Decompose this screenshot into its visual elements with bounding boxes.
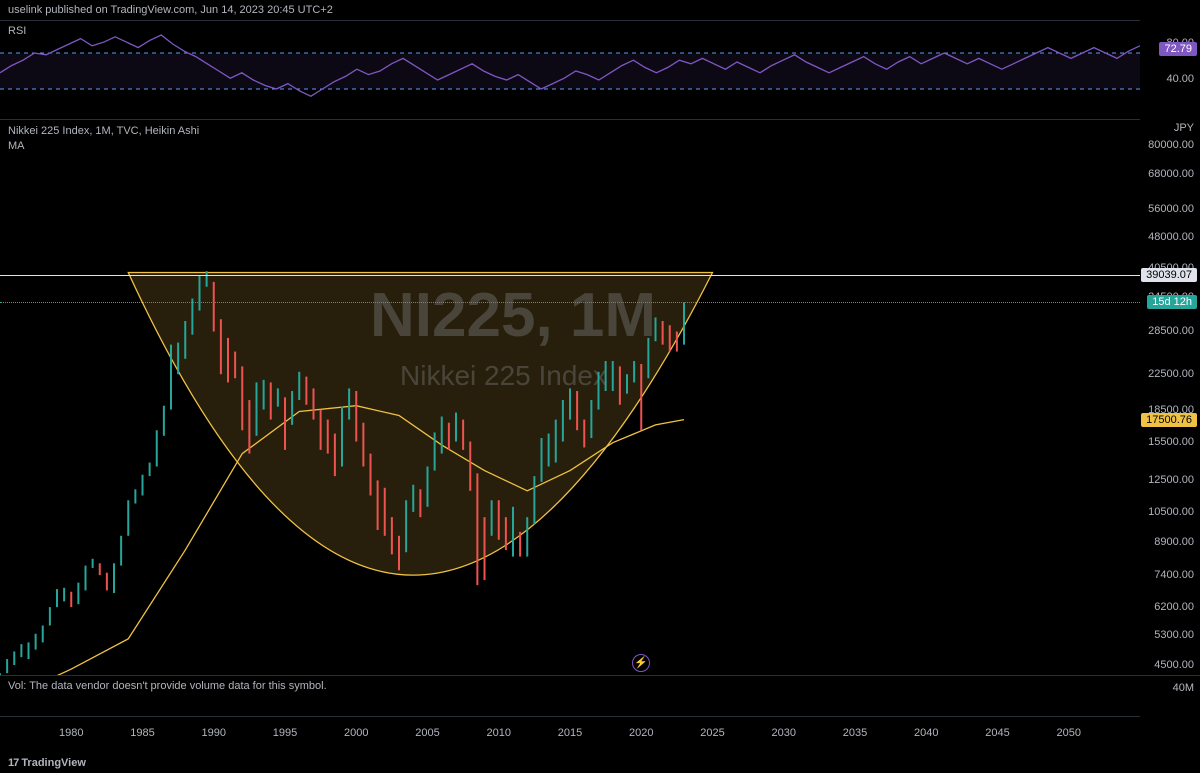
volume-message: Vol: The data vendor doesn't provide vol… — [8, 680, 327, 692]
price-axis: JPY 80000.0068000.0056000.0048000.004050… — [1140, 120, 1200, 675]
tv-logo-icon: 17 — [8, 757, 18, 769]
time-tick: 2005 — [415, 727, 439, 739]
price-tick: 15500.00 — [1148, 436, 1194, 448]
horizontal-level-line[interactable] — [0, 275, 1140, 276]
time-tick: 2030 — [772, 727, 796, 739]
rsi-pane[interactable]: RSI — [0, 20, 1140, 120]
publication-line: uselink published on TradingView.com, Ju… — [0, 0, 1200, 20]
time-tick: 1980 — [59, 727, 83, 739]
time-tick: 2020 — [629, 727, 653, 739]
time-tick: 2015 — [558, 727, 582, 739]
rsi-tick: 40.00 — [1166, 73, 1194, 85]
time-tick: 1995 — [273, 727, 297, 739]
time-tick: 2050 — [1057, 727, 1081, 739]
time-tick: 2040 — [914, 727, 938, 739]
last-price-line — [0, 302, 1140, 303]
price-tick: 56000.00 — [1148, 203, 1194, 215]
volume-tick: 40M — [1173, 682, 1194, 694]
volume-axis: 40M — [1140, 675, 1200, 717]
price-tick: 28500.00 — [1148, 325, 1194, 337]
volume-pane: Vol: The data vendor doesn't provide vol… — [0, 675, 1140, 717]
rsi-chart — [0, 21, 1140, 121]
price-tick: 5300.00 — [1154, 629, 1194, 641]
price-tick: 48000.00 — [1148, 231, 1194, 243]
time-tick: 2035 — [843, 727, 867, 739]
time-tick: 2010 — [487, 727, 511, 739]
time-tick: 2025 — [700, 727, 724, 739]
level-badge: 39039.07 — [1141, 268, 1197, 282]
time-tick: 1990 — [202, 727, 226, 739]
time-axis: 1980 1985 1990 1995 2000 2005 2010 2015 2020 2025… — [0, 717, 1200, 751]
currency-label: JPY — [1174, 122, 1194, 134]
price-tick: 4500.00 — [1154, 659, 1194, 671]
price-tick: 68000.00 — [1148, 168, 1194, 180]
lightning-icon[interactable]: ⚡ — [632, 654, 650, 672]
price-tick: 12500.00 — [1148, 474, 1194, 486]
time-tick: 2000 — [344, 727, 368, 739]
time-tick: 2045 — [985, 727, 1009, 739]
price-tick: 8900.00 — [1154, 536, 1194, 548]
ma-badge: 17500.76 — [1141, 413, 1197, 427]
price-tick: 80000.00 — [1148, 139, 1194, 151]
rsi-axis: 80.00 72.79 40.00 — [1140, 20, 1200, 120]
price-chart — [0, 120, 1140, 675]
time-tick: 1985 — [130, 727, 154, 739]
brand-text: TradingView — [21, 757, 86, 769]
price-pane[interactable]: Nikkei 225 Index, 1M, TVC, Heikin Ashi M… — [0, 120, 1140, 675]
price-tick: 10500.00 — [1148, 506, 1194, 518]
price-tick: 7400.00 — [1154, 569, 1194, 581]
tradingview-brand[interactable]: 17 TradingView — [8, 757, 86, 769]
rsi-value-badge: 72.79 — [1159, 42, 1197, 56]
countdown-badge: 15d 12h — [1147, 295, 1197, 309]
price-tick: 6200.00 — [1154, 601, 1194, 613]
price-tick: 22500.00 — [1148, 368, 1194, 380]
